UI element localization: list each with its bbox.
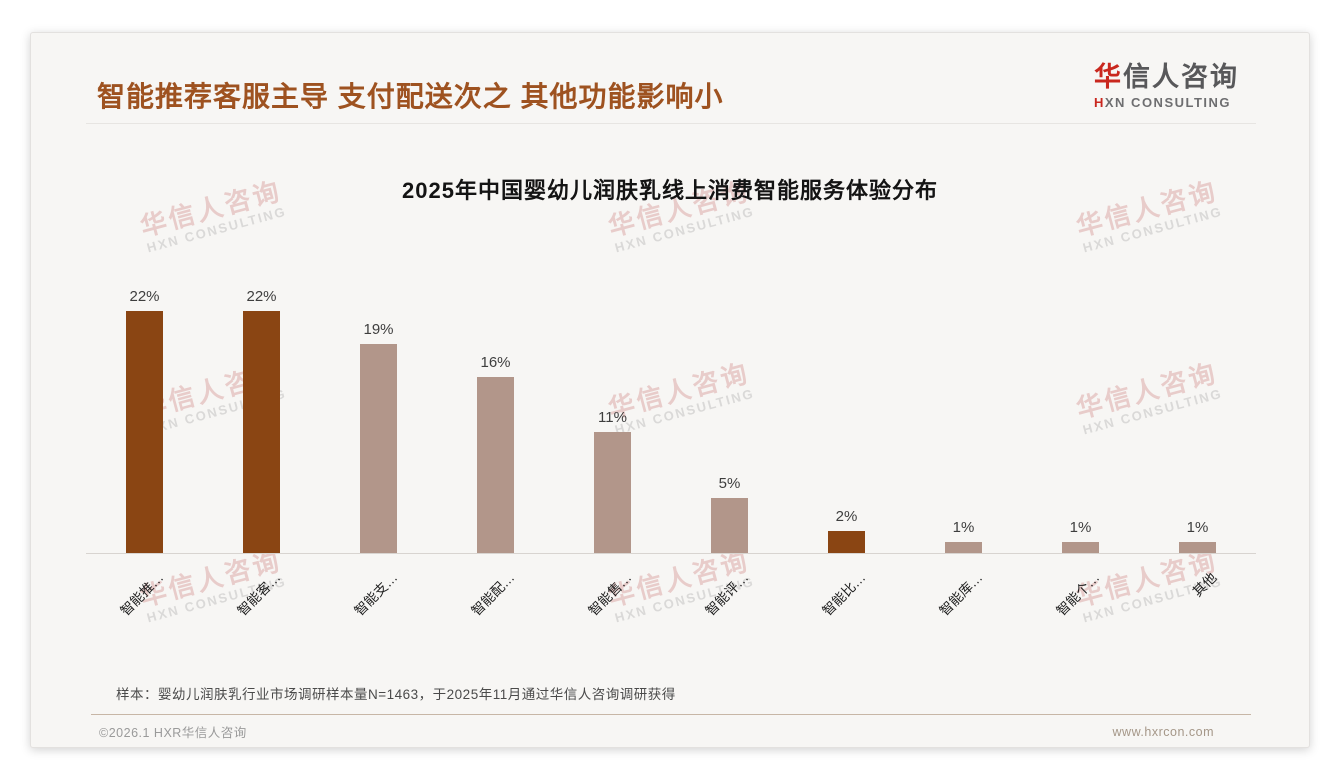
footer-row: ©2026.1 HXR华信人咨询 www.hxrcon.com <box>99 722 1214 741</box>
x-axis-tick-label: 智能评… <box>702 569 751 619</box>
bar-value-label: 22% <box>246 288 277 305</box>
x-axis-tick-label: 智能客… <box>234 569 283 619</box>
bar-value-label: 1% <box>952 519 975 536</box>
bar <box>1179 542 1216 553</box>
x-axis-tick-label: 智能比… <box>819 569 868 619</box>
logo-cn-first: 华 <box>1094 62 1123 92</box>
logo-cn-text: 华信人咨询 <box>1094 61 1239 93</box>
footer-divider <box>91 714 1251 715</box>
bar <box>243 311 280 553</box>
bar <box>594 432 631 553</box>
logo-cn-rest: 信人咨询 <box>1123 62 1239 92</box>
bar-value-label: 5% <box>718 475 741 492</box>
logo-en-first: H <box>1094 95 1105 110</box>
x-axis-tick-label: 智能支… <box>351 569 400 619</box>
watermark-en-text: HXN CONSULTING <box>1081 385 1225 438</box>
bar-value-label: 1% <box>1069 519 1092 536</box>
watermark-cn-text: 华信人咨询 <box>1073 357 1221 425</box>
website-url: www.hxrcon.com <box>1112 724 1214 739</box>
bar <box>477 377 514 553</box>
watermark-en-text: HXN CONSULTING <box>613 203 757 256</box>
chart-title: 2025年中国婴幼儿润肤乳线上消费智能服务体验分布 <box>402 178 938 203</box>
watermark-en-text: HXN CONSULTING <box>1081 203 1225 256</box>
bar-value-label: 19% <box>363 321 394 338</box>
logo-en-rest: XN CONSULTING <box>1104 95 1232 110</box>
bar <box>126 311 163 553</box>
bar <box>711 498 748 553</box>
header-divider <box>86 123 1256 124</box>
bar-value-label: 22% <box>129 288 160 305</box>
x-axis-line <box>86 553 1256 554</box>
x-axis-tick-label: 智能配… <box>468 569 517 619</box>
watermark: 华信人咨询 HXN CONSULTING <box>1073 357 1225 438</box>
x-axis-tick-label: 智能售… <box>585 569 634 619</box>
bar <box>360 344 397 553</box>
sample-note: 样本：婴幼儿润肤乳行业市场调研样本量N=1463，于2025年11月通过华信人咨… <box>116 687 676 702</box>
company-logo: 华信人咨询 HXN CONSULTING <box>1094 61 1239 110</box>
bar-value-label: 16% <box>480 354 511 371</box>
report-card: 智能推荐客服主导 支付配送次之 其他功能影响小 华信人咨询 HXN CONSUL… <box>30 32 1310 748</box>
copyright-text: ©2026.1 HXR华信人咨询 <box>99 726 247 740</box>
bar <box>1062 542 1099 553</box>
bar-value-label: 1% <box>1186 519 1209 536</box>
x-axis-tick-label: 智能推… <box>117 569 166 619</box>
x-axis-tick-label: 智能个… <box>1053 569 1102 619</box>
x-axis-tick-label: 其他 <box>1189 569 1219 600</box>
bar <box>828 531 865 553</box>
bar-value-label: 2% <box>835 508 858 525</box>
x-axis-tick-label: 智能库… <box>936 569 985 619</box>
bar <box>945 542 982 553</box>
bar-value-label: 11% <box>598 409 627 426</box>
page-title: 智能推荐客服主导 支付配送次之 其他功能影响小 <box>97 81 724 112</box>
watermark-en-text: HXN CONSULTING <box>145 203 289 256</box>
logo-en-text: HXN CONSULTING <box>1094 95 1239 110</box>
